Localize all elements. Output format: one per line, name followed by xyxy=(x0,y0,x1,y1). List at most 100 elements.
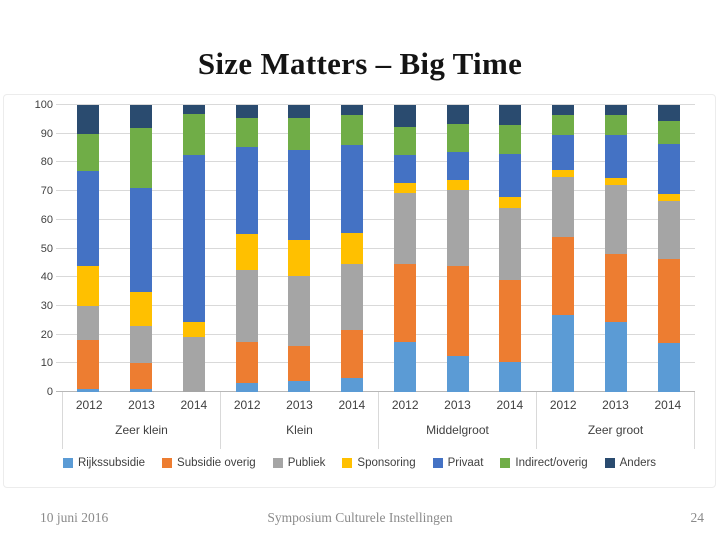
group-label: Klein xyxy=(286,423,313,437)
bar-segment xyxy=(552,176,575,238)
bar-segment xyxy=(446,356,469,392)
bar-segment xyxy=(235,270,258,342)
bar-segment xyxy=(657,120,680,144)
bar-segment xyxy=(446,123,469,153)
bar-segment xyxy=(604,254,627,322)
bar-segment xyxy=(77,305,100,341)
stacked-bar xyxy=(341,105,364,392)
bar-segment xyxy=(182,155,205,322)
legend-swatch xyxy=(162,458,173,468)
bar-segment xyxy=(499,208,522,281)
bar-segment xyxy=(393,126,416,156)
stacked-bar xyxy=(657,105,680,392)
stacked-bar xyxy=(235,105,258,392)
bars-layer xyxy=(62,105,695,392)
bar-segment xyxy=(341,145,364,233)
bar-segment xyxy=(552,237,575,315)
bar-segment xyxy=(288,149,311,240)
category-axis: 2012 2013 2014 Zeer klein 2012 2013 2014 Klein 2… xyxy=(62,392,695,449)
stacked-bar xyxy=(393,105,416,392)
bar-slot xyxy=(431,105,484,392)
plot-area: 0 10 20 30 40 50 60 70 80 90 100 xyxy=(35,99,695,398)
y-gridline xyxy=(56,218,695,220)
legend-swatch xyxy=(604,458,615,468)
bar-segment xyxy=(552,314,575,392)
y-tick-label: 0 xyxy=(46,386,53,398)
stacked-bar-chart: 0 10 20 30 40 50 60 70 80 90 100 2012 2013 2014 Zeer … xyxy=(3,94,716,488)
year-row: 2012 2013 2014 xyxy=(63,392,220,418)
y-tick-label: 90 xyxy=(40,127,53,140)
bar-segment xyxy=(130,128,153,189)
bar-segment xyxy=(446,265,469,357)
bar-segment xyxy=(446,189,469,266)
bar-segment xyxy=(604,115,627,136)
legend-swatch xyxy=(272,458,283,468)
bar-segment xyxy=(657,343,680,392)
legend-item: Sponsoring xyxy=(342,457,416,469)
bar-slot xyxy=(379,105,432,392)
bar-segment xyxy=(77,171,100,266)
bar-group xyxy=(537,105,695,392)
year-label: 2012 xyxy=(75,398,103,412)
bar-segment xyxy=(182,337,205,392)
bar-segment xyxy=(604,185,627,255)
bar-segment xyxy=(499,153,522,197)
page-title: Size Matters – Big Time xyxy=(197,46,523,81)
y-tick-label: 10 xyxy=(40,357,53,370)
bar-segment xyxy=(657,258,680,344)
bar-segment xyxy=(288,275,311,347)
y-gridline xyxy=(56,132,695,134)
bar-segment xyxy=(77,265,100,306)
bar-slot xyxy=(62,105,115,392)
bar-segment xyxy=(604,135,627,179)
bar-segment xyxy=(499,105,522,126)
bar-segment xyxy=(341,264,364,331)
bar-segment xyxy=(657,194,680,202)
bar-segment xyxy=(657,143,680,194)
y-tick-label: 50 xyxy=(40,242,53,255)
y-tick-label: 40 xyxy=(40,271,53,284)
year-label: 2014 xyxy=(654,398,682,412)
bar-segment xyxy=(604,321,627,392)
stacked-bar xyxy=(77,105,100,392)
bar-segment xyxy=(182,321,205,338)
y-gridline xyxy=(56,276,695,278)
bar-segment xyxy=(657,201,680,259)
bar-segment xyxy=(182,113,205,156)
category-group: 2012 2013 2014 Zeer groot xyxy=(536,392,694,449)
bar-slot xyxy=(115,105,168,392)
bar-segment xyxy=(393,264,416,342)
year-label: 2012 xyxy=(233,398,261,412)
bar-segment xyxy=(499,125,522,154)
group-label: Zeer klein xyxy=(115,423,168,437)
stacked-bar xyxy=(288,105,311,392)
year-label: 2012 xyxy=(549,398,577,412)
bar-segment xyxy=(235,234,258,271)
year-row: 2012 2013 2014 xyxy=(537,392,694,418)
bar-group xyxy=(62,105,220,392)
legend-swatch xyxy=(500,458,511,468)
y-gridline xyxy=(56,190,695,192)
y-gridline xyxy=(56,104,695,105)
y-tick-label: 70 xyxy=(40,185,53,198)
y-tick-label: 80 xyxy=(40,156,53,169)
legend-item: Rijkssubsidie xyxy=(62,457,145,469)
bar-segment xyxy=(130,363,153,390)
bar-group xyxy=(379,105,537,392)
bar-segment xyxy=(130,188,153,292)
legend-label: Subsidie overig xyxy=(177,457,256,469)
bar-segment xyxy=(288,117,311,150)
stacked-bar xyxy=(130,105,153,392)
category-group: 2012 2013 2014 Klein xyxy=(220,392,378,449)
bar-slot xyxy=(273,105,326,392)
legend-label: Sponsoring xyxy=(357,457,416,469)
y-tick-label: 20 xyxy=(40,328,53,341)
legend-swatch xyxy=(342,458,353,468)
bar-segment xyxy=(77,389,100,392)
bar-segment xyxy=(288,380,311,392)
bar-slot xyxy=(168,105,221,392)
bar-segment xyxy=(393,192,416,265)
bar-segment xyxy=(552,105,575,116)
bar-segment xyxy=(130,389,153,392)
bar-segment xyxy=(552,169,575,177)
